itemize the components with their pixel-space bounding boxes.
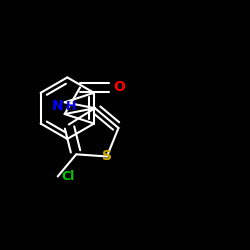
Text: H: H <box>66 100 76 113</box>
Text: O: O <box>113 80 125 94</box>
Text: N: N <box>52 99 64 113</box>
Text: S: S <box>102 150 112 164</box>
Text: Cl: Cl <box>62 170 75 183</box>
